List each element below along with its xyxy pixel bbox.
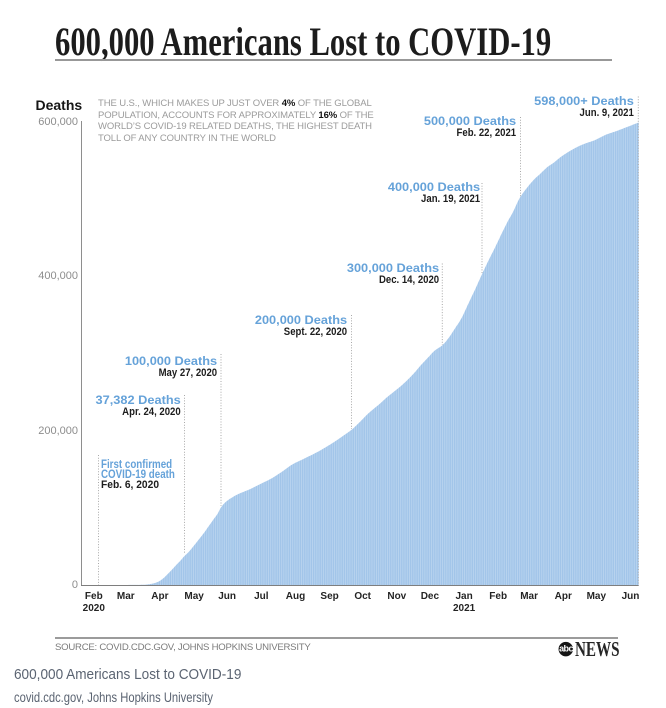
svg-text:abc: abc (559, 644, 573, 654)
